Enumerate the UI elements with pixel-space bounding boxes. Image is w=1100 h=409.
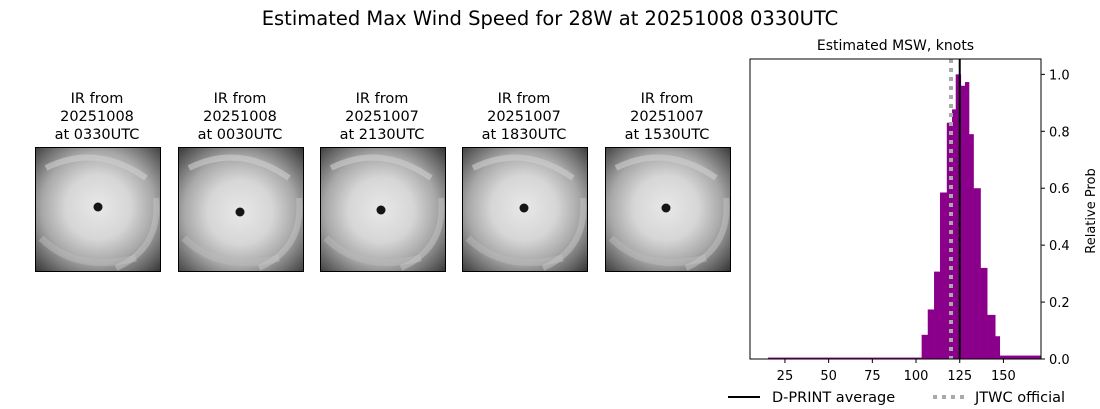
y-tick-label: 0.8 bbox=[1049, 125, 1070, 140]
ir-panel-title-line: 20251007 bbox=[345, 109, 419, 125]
ir-panel-title: IR from 20251008 at 0330UTC bbox=[17, 90, 177, 144]
legend-dprint-label: D-PRINT average bbox=[772, 390, 895, 406]
ir-panel-title-line: 20251007 bbox=[487, 109, 561, 125]
eye bbox=[376, 205, 386, 215]
ir-panel-title: IR from 20251008 at 0030UTC bbox=[160, 90, 320, 144]
ir-panel-title-line: IR from bbox=[355, 91, 409, 107]
x-tick-label: 125 bbox=[947, 369, 972, 384]
x-tick-label: 100 bbox=[904, 369, 929, 384]
eye bbox=[235, 207, 245, 217]
x-tick-label: 50 bbox=[820, 369, 837, 384]
ir-satellite-image bbox=[320, 147, 446, 272]
eye bbox=[519, 203, 529, 213]
chart-title: Estimated MSW, knots bbox=[817, 38, 974, 54]
ir-panel-title: IR from 20251007 at 1530UTC bbox=[587, 90, 747, 144]
y-tick-label: 0.6 bbox=[1049, 182, 1070, 197]
legend-jtwc-label: JTWC official bbox=[974, 390, 1065, 406]
histogram-bar bbox=[964, 82, 970, 360]
x-tick-label: 150 bbox=[991, 369, 1016, 384]
histogram-bar bbox=[968, 134, 974, 359]
histogram-bar bbox=[955, 74, 962, 359]
ir-panel-title-line: 20251008 bbox=[203, 109, 277, 125]
figure-title: Estimated Max Wind Speed for 28W at 2025… bbox=[261, 7, 839, 30]
y-tick-label: 0.0 bbox=[1049, 353, 1070, 368]
x-tick-label: 25 bbox=[777, 369, 794, 384]
ir-panel-title-line: IR from bbox=[213, 91, 267, 107]
histogram-bar bbox=[952, 109, 957, 359]
x-tick-label: 75 bbox=[864, 369, 881, 384]
ir-panel-title: IR from 20251007 at 1830UTC bbox=[444, 90, 604, 144]
ir-panel-title-line: at 0330UTC bbox=[54, 127, 140, 143]
ir-satellite-image bbox=[35, 147, 161, 272]
histogram-bar bbox=[934, 271, 941, 359]
histogram-bar bbox=[960, 85, 966, 359]
histogram-bar bbox=[973, 188, 981, 359]
histogram-bar bbox=[939, 192, 948, 359]
ir-panel-title-line: IR from bbox=[497, 91, 551, 107]
ir-panel-title-line: at 1530UTC bbox=[624, 127, 710, 143]
plot-frame bbox=[749, 58, 1042, 360]
ir-satellite-image bbox=[462, 147, 588, 272]
ir-panel-title-line: at 0030UTC bbox=[197, 127, 283, 143]
histogram-bar bbox=[980, 267, 988, 359]
histogram-bar bbox=[768, 357, 922, 359]
ir-panel-title-line: IR from bbox=[70, 91, 124, 107]
ir-panel-title-line: at 1830UTC bbox=[481, 127, 567, 143]
y-axis-label: Relative Prob bbox=[1084, 168, 1099, 253]
ir-panel-title-line: IR from bbox=[640, 91, 694, 107]
y-tick-label: 1.0 bbox=[1049, 68, 1070, 83]
histogram-bar bbox=[927, 309, 935, 359]
histogram-bar bbox=[999, 355, 1042, 359]
ir-panel-title: IR from 20251007 at 2130UTC bbox=[302, 90, 462, 144]
ir-panel-title-line: 20251008 bbox=[60, 109, 134, 125]
y-tick-label: 0.4 bbox=[1049, 239, 1070, 254]
histogram-bar bbox=[987, 314, 996, 359]
histogram-bar bbox=[921, 334, 929, 359]
eye bbox=[661, 203, 671, 213]
ir-panel-title-line: 20251007 bbox=[630, 109, 704, 125]
ir-satellite-image bbox=[178, 147, 304, 272]
ir-satellite-image bbox=[605, 147, 731, 272]
histogram-bar bbox=[995, 336, 1001, 359]
eye bbox=[93, 202, 103, 212]
ir-panel-title-line: at 2130UTC bbox=[339, 127, 425, 143]
y-tick-label: 0.2 bbox=[1049, 296, 1070, 311]
